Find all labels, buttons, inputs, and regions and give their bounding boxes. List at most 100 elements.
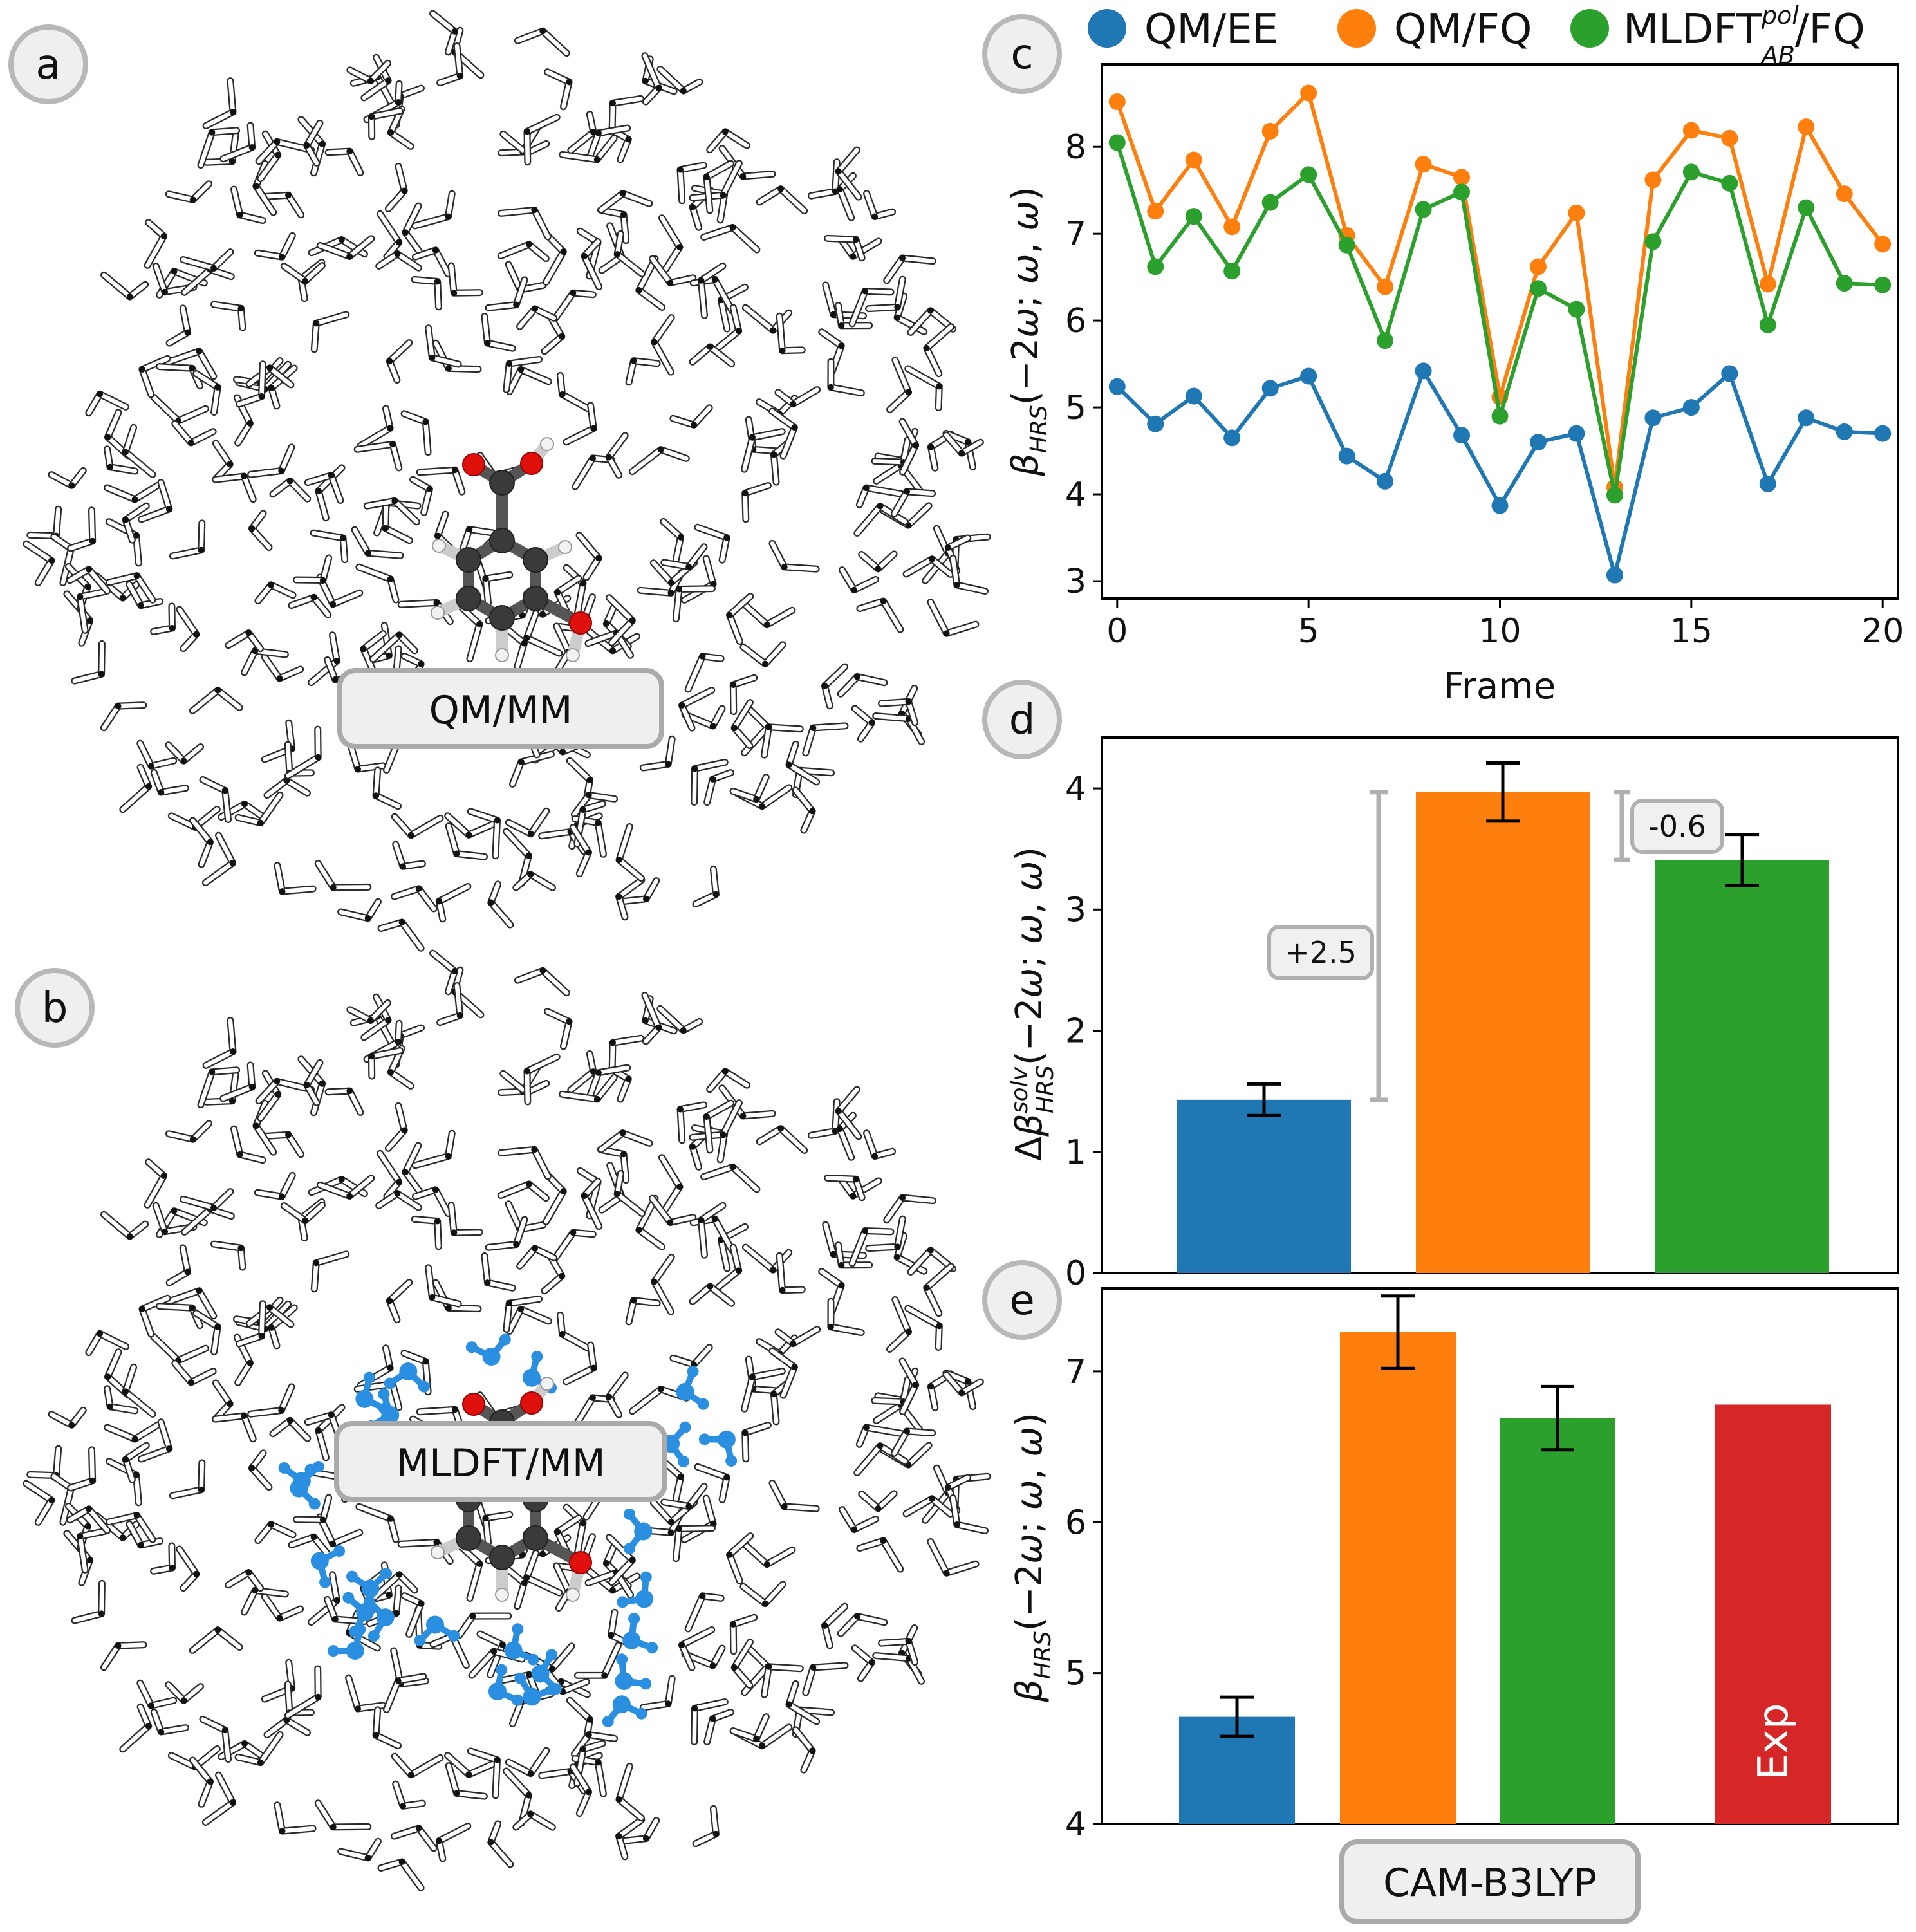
mm-oxygen (490, 1648, 498, 1655)
mm-oxygen (426, 485, 433, 492)
mm-oxygen (445, 1305, 452, 1312)
panel-c: c 0 5 10 15 20 3 4 5 6 7 8 Frame βHRS(−2ω; ω, ω) (982, 14, 1904, 707)
mm-oxygen (593, 1095, 600, 1102)
mm-oxygen (899, 255, 906, 261)
mm-oxygen (434, 278, 441, 285)
mm-oxygen (214, 384, 221, 391)
carbon-atom (456, 586, 481, 611)
annotation-label-plus: +2.5 (1285, 935, 1357, 970)
mm-water (26, 1445, 62, 1480)
mm-oxygen (731, 1664, 738, 1671)
mm-oxygen (387, 1364, 394, 1371)
mm-oxygen (749, 434, 756, 441)
mm-oxygen (570, 1229, 577, 1236)
mm-oxygen (145, 1723, 152, 1729)
mm-oxygen (396, 631, 403, 638)
mm-oxygen (346, 253, 353, 260)
mm-oxygen (539, 967, 546, 974)
mm-oxygen (451, 290, 458, 297)
mm-oxygen (385, 1017, 392, 1024)
mm-oxygen (68, 1422, 75, 1429)
mm-oxygen (703, 174, 710, 181)
mm-oxygen (236, 1151, 243, 1158)
mm-oxygen (246, 420, 254, 427)
mm-oxygen (929, 1495, 936, 1502)
mm-oxygen (451, 28, 458, 35)
mm-oxygen (877, 1442, 884, 1449)
mm-oxygen (382, 525, 389, 532)
mm-oxygen (699, 653, 706, 660)
mm-oxygen (595, 819, 602, 826)
mm-oxygen (476, 1560, 483, 1567)
data-point (1453, 183, 1471, 201)
legend-marker-mldft (1570, 9, 1609, 48)
x-tick-label: 10 (1478, 612, 1521, 651)
mm-oxygen (517, 758, 525, 765)
mm-oxygen (721, 128, 729, 135)
mldft-water-oxygen (523, 1687, 541, 1706)
oxygen-atom (569, 1551, 592, 1574)
mm-water (150, 1333, 209, 1364)
mldft-water-hydrogen (640, 1571, 652, 1583)
mm-oxygen (145, 783, 152, 790)
mldft-water-hydrogen (679, 1421, 691, 1433)
mm-oxygen (827, 384, 834, 391)
mm-oxygen (781, 563, 788, 570)
mm-oxygen (609, 100, 616, 107)
mm-oxygen (286, 478, 293, 485)
mm-oxygen (162, 1228, 169, 1235)
data-point (1682, 399, 1700, 416)
mldft-water-hydrogen (327, 1645, 339, 1657)
mm-water (551, 1229, 597, 1263)
mm-oxygen (741, 1429, 749, 1436)
mm-oxygen (539, 611, 546, 618)
y-tick-label: 7 (1065, 1353, 1086, 1391)
mldft-water-oxygen (488, 1682, 507, 1701)
mldft-water-hydrogen (546, 1684, 559, 1696)
mm-oxygen (894, 1243, 901, 1250)
carbon-atom (523, 1525, 548, 1551)
mm-oxygen (368, 113, 375, 120)
mldft-water-hydrogen (512, 1694, 524, 1706)
mm-oxygen (539, 1550, 546, 1557)
mm-oxygen (699, 1592, 706, 1599)
mm-oxygen (677, 166, 684, 173)
mm-oxygen (386, 1592, 393, 1599)
panel-b: b MLDFT/MM (15, 949, 991, 1891)
mm-oxygen (189, 196, 196, 203)
y-tick-label: 4 (1065, 476, 1086, 514)
mm-oxygen (373, 792, 380, 799)
mm-oxygen (422, 1358, 429, 1365)
panel-d-ticks: 0 1 2 3 4 (1065, 770, 1102, 1293)
legend-label-qmfq: QM/FQ (1394, 6, 1532, 53)
mm-oxygen (790, 1340, 797, 1347)
mm-oxygen (759, 803, 766, 810)
mm-oxygen (862, 288, 869, 295)
mm-oxygen (525, 241, 532, 248)
data-point (1644, 409, 1662, 427)
mldft-water-hydrogen (367, 1630, 380, 1642)
mm-oxygen (364, 1854, 371, 1861)
panel-c-ticks: 0 5 10 15 20 3 4 5 6 7 8 (1065, 128, 1904, 651)
mm-oxygen (527, 1770, 534, 1777)
mm-oxygen (389, 441, 396, 448)
data-point (1836, 275, 1853, 292)
mm-oxygen (115, 703, 122, 710)
carbon-atom (523, 586, 548, 611)
y-tick-label: 8 (1065, 128, 1086, 167)
mm-oxygen (709, 723, 716, 729)
mm-oxygen (165, 506, 172, 512)
mm-oxygen (104, 1373, 111, 1380)
mm-water-highlight (72, 1581, 104, 1623)
mm-oxygen (126, 1233, 133, 1240)
mm-water (700, 1163, 761, 1193)
mm-oxygen (790, 400, 797, 407)
carbon-atom (456, 1525, 481, 1551)
mldft-water-hydrogen (448, 1630, 460, 1642)
mm-oxygen (386, 1297, 393, 1305)
mm-oxygen (539, 28, 546, 35)
mm-oxygen (726, 611, 733, 618)
mm-oxygen (98, 1610, 105, 1617)
mm-oxygen (809, 808, 816, 815)
mm-oxygen (629, 1557, 636, 1564)
